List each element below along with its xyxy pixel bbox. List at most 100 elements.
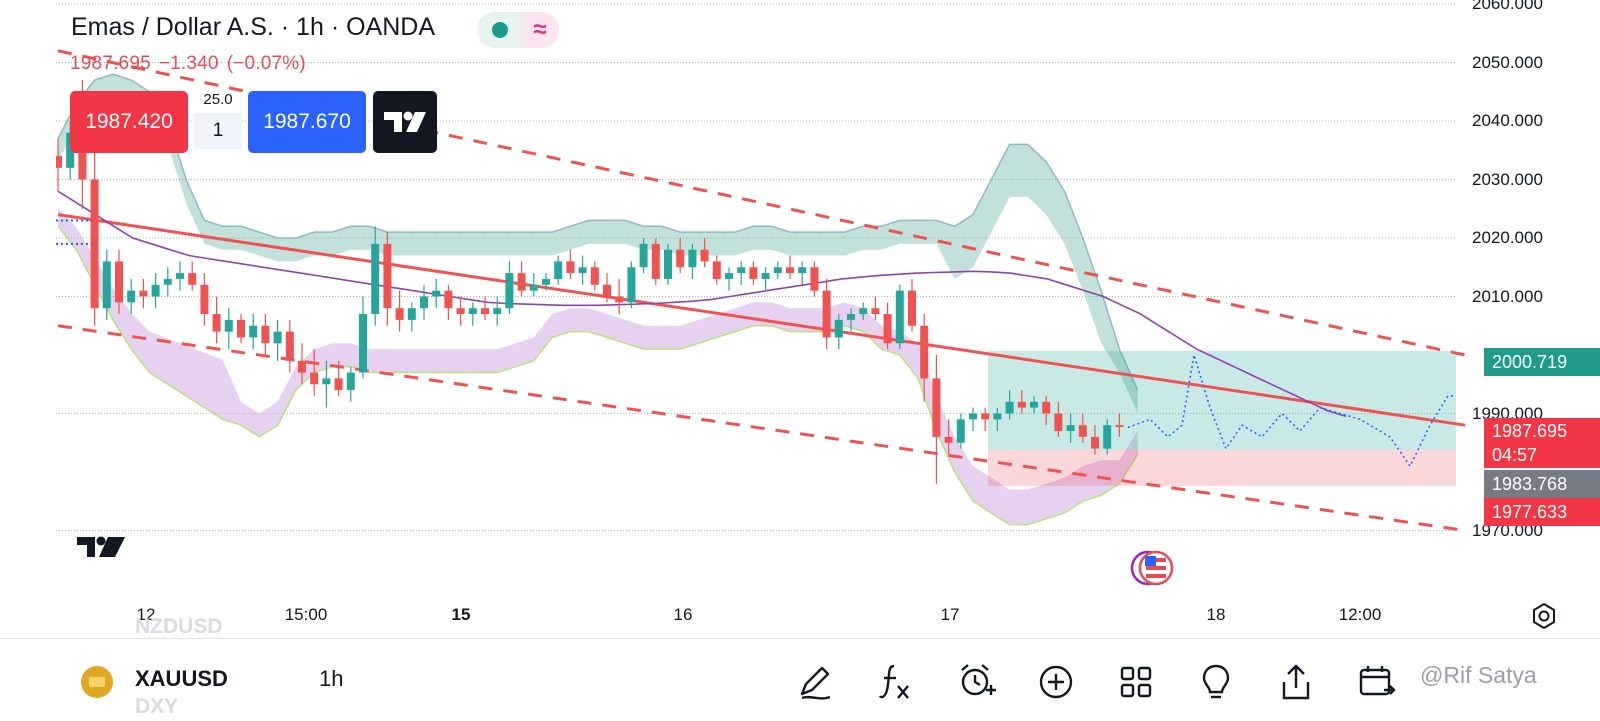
- candle-body: [725, 273, 733, 279]
- candle-body: [102, 261, 111, 309]
- candle-body: [920, 325, 929, 379]
- price-tick-label: 2010.000: [1472, 286, 1543, 306]
- level-lines: [56, 3, 1456, 531]
- countdown-tag: 04:57: [1484, 442, 1600, 468]
- candles[interactable]: [54, 80, 1124, 484]
- author-watermark: @Rif Satya: [1420, 662, 1537, 688]
- time-tick-label: 17: [940, 605, 960, 624]
- candle-body: [566, 261, 575, 274]
- chart-settings-icon[interactable]: [1528, 600, 1560, 632]
- candle-body: [310, 372, 319, 385]
- candle-body: [298, 360, 306, 373]
- candle-body: [1103, 425, 1112, 449]
- candle-body: [871, 308, 880, 315]
- indicators-icon[interactable]: [874, 660, 918, 704]
- time-tick-label: 16: [673, 605, 693, 624]
- candle-body: [237, 319, 245, 338]
- candle-body: [895, 290, 904, 344]
- price-tick-label: 2020.000: [1472, 228, 1543, 247]
- market-status-pill[interactable]: ≈: [477, 12, 559, 48]
- candle-body: [1091, 436, 1099, 449]
- candle-body: [212, 314, 221, 332]
- candle-body: [444, 290, 453, 309]
- candle-body: [90, 179, 99, 309]
- prior-level-dotted: [56, 219, 92, 245]
- candle-body: [285, 331, 294, 361]
- price-tag: 1987.695: [1484, 418, 1600, 444]
- quantity-box[interactable]: 25.0 1: [192, 91, 244, 153]
- replay-icon[interactable]: [1354, 660, 1398, 704]
- candle-body: [615, 296, 624, 303]
- candle-body: [334, 378, 343, 391]
- price-change-pct: (−0.07%): [226, 53, 306, 74]
- candle-body: [981, 413, 990, 420]
- candle-body: [737, 267, 746, 274]
- projection-path[interactable]: [56, 219, 1456, 468]
- symbol-selector[interactable]: XAUUSD: [135, 666, 228, 691]
- candle-body: [590, 267, 599, 285]
- candle-body: [822, 290, 831, 338]
- market-open-icon: [492, 22, 508, 38]
- price-tick-label: 2040.000: [1472, 111, 1543, 130]
- candle-body: [664, 249, 672, 279]
- price-tick-label: 1990.000: [1472, 403, 1543, 423]
- quantity-input[interactable]: 1: [194, 113, 242, 149]
- candle-body: [468, 308, 477, 315]
- candle-body: [786, 267, 794, 274]
- price-tag: 2000.719: [1484, 348, 1600, 376]
- candle-body: [603, 284, 611, 297]
- ema-line: [57, 190, 1347, 418]
- gold-symbol-icon[interactable]: [81, 666, 113, 698]
- buy-button[interactable]: 1987.670: [248, 91, 366, 153]
- target-zone: [988, 350, 1456, 450]
- ideas-icon[interactable]: [1194, 660, 1238, 704]
- time-tick-label: 15: [451, 605, 471, 624]
- tradingview-watermark-icon: [77, 535, 127, 566]
- lower-band-edge: [57, 225, 1139, 526]
- candle-body: [127, 290, 136, 303]
- candle-body: [749, 267, 758, 279]
- candle-body: [200, 284, 209, 315]
- candle-body: [505, 273, 514, 309]
- candle-body: [273, 331, 282, 344]
- price-tag: 1983.768: [1484, 470, 1600, 498]
- price-change: −1.340: [158, 53, 219, 74]
- candle-body: [176, 273, 184, 279]
- channel-middle-line: [57, 213, 1466, 427]
- candle-body: [1017, 401, 1026, 408]
- candle-body: [578, 267, 587, 274]
- ema-path: [57, 190, 1347, 418]
- alert-icon[interactable]: [954, 660, 998, 704]
- candle-body: [1042, 401, 1051, 414]
- tradingview-logo-button[interactable]: [373, 91, 437, 153]
- candle-body: [481, 308, 489, 315]
- candle-body: [810, 267, 819, 291]
- candle-body: [1066, 425, 1075, 432]
- candle-body: [456, 308, 465, 315]
- candle-body: [395, 308, 404, 320]
- candle-body: [1078, 425, 1087, 437]
- price-tag: 1977.633: [1484, 498, 1600, 526]
- chart-title[interactable]: Emas / Dollar A.S. · 1h · OANDA: [71, 13, 435, 41]
- time-tick-label: 15:00: [284, 605, 328, 624]
- projection-box[interactable]: [988, 350, 1456, 486]
- candle-body: [322, 378, 331, 385]
- event-flag-icon[interactable]: [1130, 550, 1174, 586]
- spread-value: 25.0: [203, 91, 233, 108]
- layouts-icon[interactable]: [1114, 660, 1158, 704]
- quote-line: 1987.695 −1.340 (−0.07%): [70, 53, 314, 75]
- candle-body: [517, 273, 526, 291]
- add-icon[interactable]: [1034, 660, 1078, 704]
- candle-body: [932, 378, 941, 437]
- sell-button[interactable]: 1987.420: [70, 91, 188, 153]
- price-chart[interactable]: [0, 0, 1600, 640]
- timeframe-selector[interactable]: 1h: [319, 666, 344, 691]
- candle-body: [1115, 425, 1124, 427]
- candle-body: [639, 243, 648, 268]
- draw-icon[interactable]: [794, 660, 838, 704]
- candle-body: [773, 267, 782, 274]
- share-icon[interactable]: [1274, 660, 1318, 704]
- candle-body: [883, 314, 892, 344]
- time-tick-label: 18: [1206, 605, 1226, 624]
- candle-body: [359, 314, 367, 373]
